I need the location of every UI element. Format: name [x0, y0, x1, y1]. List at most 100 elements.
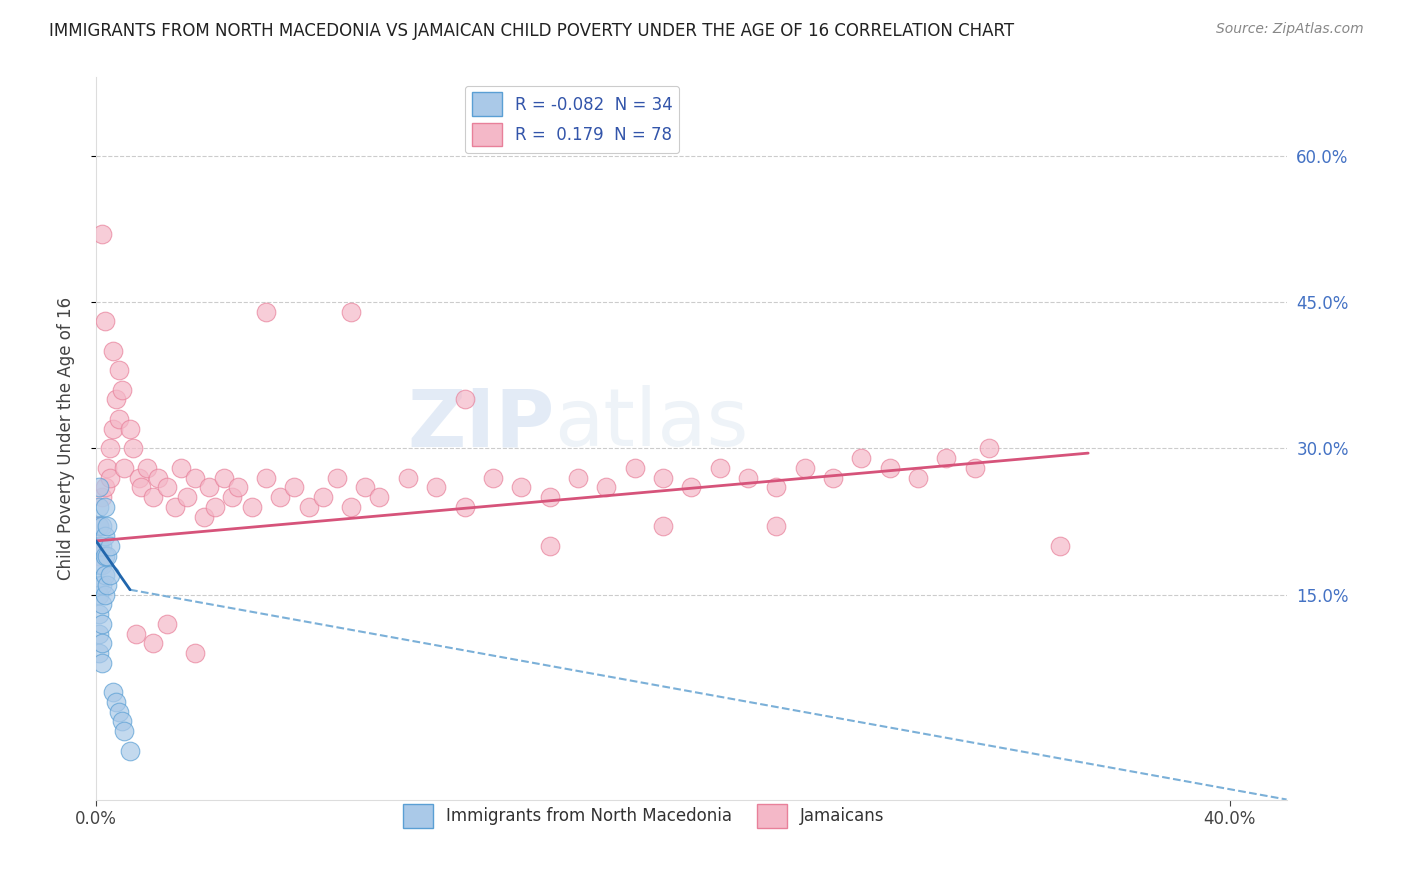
Point [652, 519, 675, 533]
Point [538, 539, 561, 553]
Point [93, 568, 115, 582]
Point [112, 724, 135, 739]
Point [87, 539, 110, 553]
Point [354, 480, 377, 494]
Point [254, 470, 277, 484]
Point [87, 626, 110, 640]
Point [652, 470, 675, 484]
Point [87, 519, 110, 533]
Point [595, 480, 617, 494]
Point [142, 490, 165, 504]
Point [977, 442, 1000, 456]
Point [184, 470, 207, 484]
Point [90, 519, 112, 533]
Point [567, 470, 589, 484]
Point [104, 392, 127, 407]
Point [87, 607, 110, 621]
Point [98, 442, 121, 456]
Point [93, 588, 115, 602]
Point [963, 460, 986, 475]
Point [131, 480, 153, 494]
Point [112, 460, 135, 475]
Point [254, 304, 277, 318]
Point [623, 460, 645, 475]
Point [538, 490, 561, 504]
Point [765, 519, 787, 533]
Point [156, 480, 179, 494]
Point [98, 568, 121, 582]
Point [93, 314, 115, 328]
Point [240, 500, 263, 514]
Point [709, 460, 731, 475]
Point [312, 490, 335, 504]
Text: atlas: atlas [554, 385, 749, 463]
Point [907, 470, 929, 484]
Point [101, 685, 124, 699]
Point [1049, 539, 1071, 553]
Point [87, 539, 110, 553]
Point [87, 480, 110, 494]
Point [212, 470, 235, 484]
Point [101, 343, 124, 358]
Point [198, 480, 221, 494]
Point [226, 480, 249, 494]
Point [96, 460, 118, 475]
Point [340, 304, 363, 318]
Point [93, 549, 115, 563]
Point [283, 480, 305, 494]
Point [93, 500, 115, 514]
Point [110, 714, 132, 729]
Point [98, 539, 121, 553]
Point [128, 470, 150, 484]
Text: IMMIGRANTS FROM NORTH MACEDONIA VS JAMAICAN CHILD POVERTY UNDER THE AGE OF 16 CO: IMMIGRANTS FROM NORTH MACEDONIA VS JAMAI… [49, 22, 1014, 40]
Point [96, 519, 118, 533]
Point [737, 470, 759, 484]
Point [93, 480, 115, 494]
Text: Source: ZipAtlas.com: Source: ZipAtlas.com [1216, 22, 1364, 37]
Point [396, 470, 419, 484]
Point [851, 450, 873, 465]
Point [425, 480, 447, 494]
Point [87, 646, 110, 660]
Point [107, 412, 129, 426]
Point [765, 480, 787, 494]
Point [156, 616, 179, 631]
Point [121, 442, 143, 456]
Point [90, 490, 112, 504]
Point [90, 616, 112, 631]
Point [101, 422, 124, 436]
Point [269, 490, 291, 504]
Point [879, 460, 901, 475]
Point [90, 578, 112, 592]
Point [93, 529, 115, 543]
Point [821, 470, 844, 484]
Point [87, 588, 110, 602]
Point [368, 490, 391, 504]
Point [193, 509, 215, 524]
Point [118, 744, 141, 758]
Point [170, 460, 193, 475]
Text: ZIP: ZIP [408, 385, 554, 463]
Point [204, 500, 226, 514]
Point [681, 480, 703, 494]
Point [184, 646, 207, 660]
Point [90, 539, 112, 553]
Point [110, 383, 132, 397]
Point [118, 422, 141, 436]
Point [221, 490, 243, 504]
Legend: Immigrants from North Macedonia, Jamaicans: Immigrants from North Macedonia, Jamaica… [396, 797, 891, 835]
Point [453, 500, 475, 514]
Point [107, 363, 129, 377]
Point [98, 470, 121, 484]
Point [298, 500, 321, 514]
Point [90, 558, 112, 573]
Point [90, 598, 112, 612]
Point [326, 470, 349, 484]
Point [176, 490, 198, 504]
Y-axis label: Child Poverty Under the Age of 16: Child Poverty Under the Age of 16 [58, 297, 75, 580]
Point [935, 450, 957, 465]
Point [165, 500, 187, 514]
Point [107, 705, 129, 719]
Point [90, 227, 112, 241]
Point [482, 470, 505, 484]
